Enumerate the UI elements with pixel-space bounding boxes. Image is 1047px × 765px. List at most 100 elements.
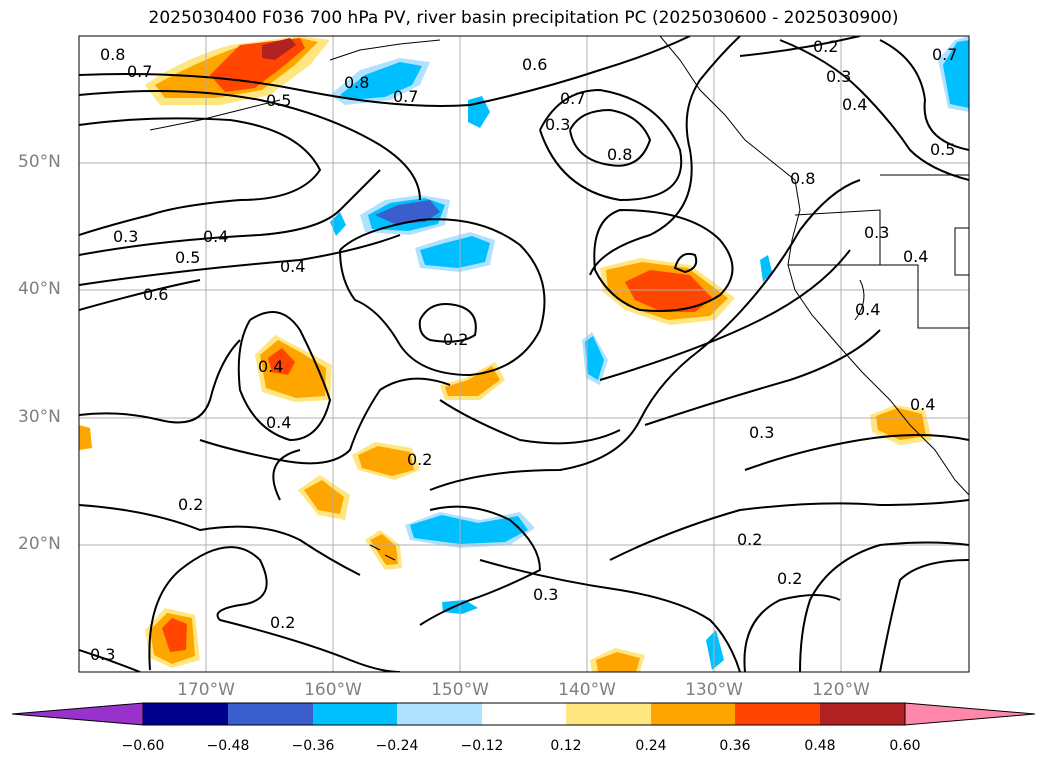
colorbar [11, 702, 1036, 726]
colorbar-bin [566, 703, 651, 725]
longitude-label: 150°W [431, 680, 489, 700]
contour-label: 0.2 [737, 530, 762, 549]
shade-patch [330, 212, 346, 236]
contour-label: 0.3 [113, 227, 138, 246]
longitude-label: 130°W [685, 680, 743, 700]
pv-contour [79, 504, 361, 576]
longitude-label: 160°W [304, 680, 362, 700]
colorbar-tick-label: 0.48 [804, 738, 836, 754]
contour-label: 0.4 [910, 395, 935, 414]
contour-label: 0.3 [864, 223, 889, 242]
colorbar-extend-high [904, 702, 1036, 726]
shade-patch [596, 652, 640, 672]
pv-contour [743, 594, 841, 672]
pv-contour [599, 249, 851, 381]
pv-contour [879, 559, 969, 672]
colorbar-bin [228, 703, 313, 725]
precip-shading [79, 36, 969, 672]
pv-contour [418, 303, 477, 343]
colorbar-tick-label: −0.24 [375, 738, 419, 754]
pv-contour [79, 36, 691, 107]
contour-label: 0.4 [280, 257, 305, 276]
pv-contour [419, 505, 542, 626]
colorbar-tick-label: −0.60 [121, 738, 165, 754]
colorbar-extend-low [11, 702, 144, 726]
shade-patch [706, 630, 724, 670]
colorbar-bin [482, 703, 566, 725]
colorbar-bin [820, 703, 905, 725]
contour-label: 0.8 [607, 145, 632, 164]
shade-patch [262, 38, 296, 60]
contour-label: 0.4 [258, 357, 283, 376]
colorbar-bin [735, 703, 820, 725]
pv-contour [79, 90, 421, 201]
pv-contour [744, 434, 969, 471]
pv-contour [439, 399, 621, 445]
contour-label: 0.5 [175, 248, 200, 267]
contour-label: 0.3 [533, 585, 558, 604]
pv-contour [779, 39, 969, 181]
latitude-label: 50°N [18, 152, 61, 172]
pv-contour [739, 36, 861, 57]
pv-contour [237, 311, 332, 442]
contour-label: 0.8 [344, 73, 369, 92]
contour-label: 0.8 [100, 45, 125, 64]
contour-label: 0.5 [930, 140, 955, 159]
contour-label: 0.7 [932, 45, 957, 64]
shade-patch [625, 270, 712, 312]
pv-contour [569, 108, 652, 167]
contour-label: 0.4 [266, 413, 291, 432]
pv-contour [79, 649, 141, 672]
shade-patch [585, 336, 604, 380]
shade-patch [162, 618, 187, 652]
contour-label: 0.2 [813, 37, 838, 56]
contour-label: 0.4 [903, 247, 928, 266]
latitude-label: 20°N [18, 534, 61, 554]
shade-patch [370, 534, 398, 565]
map-title: 2025030400 F036 700 hPa PV, river basin … [148, 8, 899, 28]
pv-contour [429, 179, 861, 491]
shade-patch [420, 236, 490, 268]
shade-patch [943, 40, 969, 108]
contour-label: 0.6 [143, 285, 168, 304]
pv-contours [79, 36, 969, 672]
colorbar-bin [397, 703, 482, 725]
contour-label: 0.3 [826, 67, 851, 86]
graticule [79, 36, 969, 672]
pv-contour [479, 559, 741, 672]
colorbar-bin [313, 703, 397, 725]
colorbar-tick-label: −0.36 [291, 738, 335, 754]
contour-label: 0.2 [270, 613, 295, 632]
contour-label: 0.4 [842, 95, 867, 114]
pv-contour [79, 234, 401, 286]
shade-patch [445, 366, 500, 396]
shade-patch [268, 348, 295, 375]
colorbar-tick-label: −0.48 [206, 738, 250, 754]
longitude-label: 140°W [558, 680, 616, 700]
contour-label: 0.8 [790, 169, 815, 188]
pv-contour [673, 252, 698, 274]
contour-label: 0.7 [127, 62, 152, 81]
contour-label: 0.4 [203, 227, 228, 246]
colorbar-tick-label: 0.12 [550, 738, 582, 754]
pv-contour [539, 88, 683, 202]
shade-patch [340, 62, 422, 100]
longitude-label: 170°W [177, 680, 235, 700]
contour-label: 0.6 [522, 55, 547, 74]
latitude-label: 40°N [18, 279, 61, 299]
contour-label-group: 0.8 0.7 0.5 0.3 0.4 0.5 0.6 0.4 0.2 0.4 … [90, 37, 957, 664]
colorbar-tick-label: −0.12 [460, 738, 504, 754]
pv-contour [79, 339, 241, 424]
contour-label: 0.4 [855, 300, 880, 319]
shade-patch [876, 408, 926, 440]
contour-label: 0.7 [393, 87, 418, 106]
shade-patch [375, 200, 440, 224]
pv-contour [609, 499, 969, 561]
longitude-label: 120°W [812, 680, 870, 700]
colorbar-tick-label: 0.36 [719, 738, 751, 754]
pv-contour [79, 279, 201, 311]
pv-contour [644, 329, 881, 426]
pv-contour [879, 39, 969, 151]
contour-label: 0.2 [777, 569, 802, 588]
